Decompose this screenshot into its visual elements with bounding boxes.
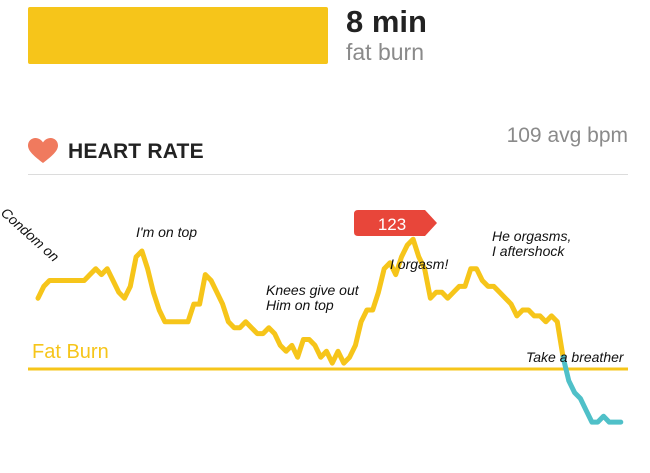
- heart-rate-header: HEART RATE 109 avg bpm: [28, 124, 628, 176]
- annotation-he-orgasms: He orgasms,: [492, 228, 571, 244]
- annotation-i-orgasm: I orgasm!: [390, 256, 448, 272]
- zone-name: fat burn: [346, 39, 424, 65]
- annotation-condom-on: Condom on: [0, 204, 63, 264]
- annotation-on-top: I'm on top: [136, 224, 197, 240]
- annotation-knees-give-out: Knees give out: [266, 282, 360, 298]
- peak-value-badge: 123: [354, 210, 437, 236]
- fat-burn-zone-label: Fat Burn: [32, 341, 109, 363]
- annotation-take-a-breather: Take a breather: [526, 349, 625, 365]
- annotation-him-on-top: Him on top: [266, 297, 334, 313]
- heart-rate-line-fat-burn: [35, 236, 566, 366]
- heart-rate-title: HEART RATE: [68, 140, 204, 163]
- fat-burn-duration-bar: [28, 7, 328, 64]
- heart-rate-line-below-zone: [560, 354, 624, 425]
- header-divider: [28, 174, 628, 175]
- heart-icon: [28, 138, 58, 163]
- annotation-aftershock: I aftershock: [492, 243, 565, 259]
- peak-value: 123: [378, 215, 406, 234]
- heart-rate-chart: Fat Burn 123 Condom on I'm on top Knees …: [0, 204, 628, 425]
- average-bpm: 109 avg bpm: [506, 124, 628, 147]
- zone-minutes: 8 min: [346, 4, 427, 39]
